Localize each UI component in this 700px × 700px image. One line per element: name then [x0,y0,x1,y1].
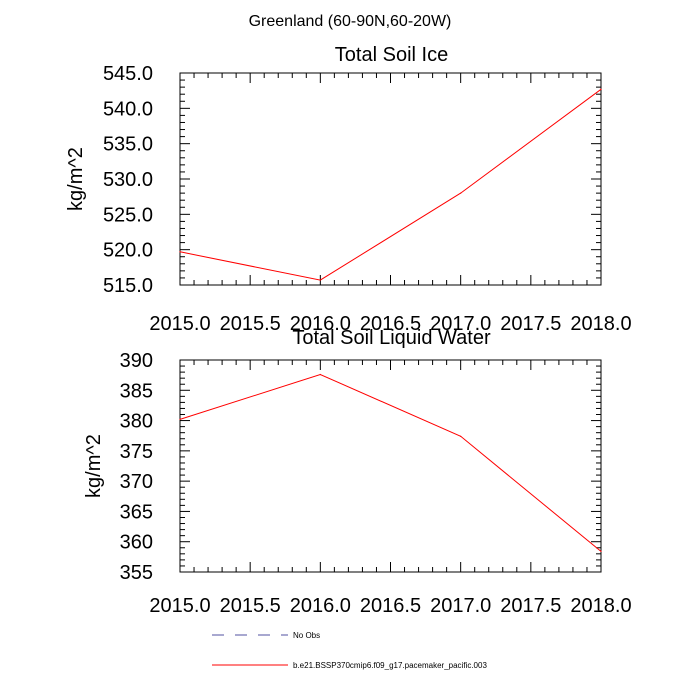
x-tick-label: 2017.5 [500,313,561,335]
y-tick-label: 365 [120,501,153,523]
data-point [460,192,462,194]
legend-entry: b.e21.BSSP370cmip6.f09_g17.pacemaker_pac… [212,661,487,670]
x-tick-label: 2017.0 [430,313,491,335]
y-tick-label: 540.0 [103,98,153,120]
x-tick-label: 2016.0 [290,313,351,335]
x-tick-label: 2015.5 [220,313,281,335]
x-tick-label: 2015.0 [149,595,210,617]
x-tick-label: 2018.0 [570,313,631,335]
plot-panel-2: Total Soil Liquid Water kg/m^2 2015.0 2015.… [83,327,632,617]
y-tick-label: 520.0 [103,240,153,262]
data-point [460,435,462,437]
y-tick-label: 530.0 [103,169,153,191]
data-point [600,88,602,90]
x-tick-label: 2015.0 [149,313,210,335]
data-point [319,279,321,281]
legend: No Obs b.e21.BSSP370cmip6.f09_g17.pacemak… [212,631,487,670]
x-tick-label: 2018.0 [570,595,631,617]
y-tick-label: 515.0 [103,275,153,297]
y-tick-label: 355 [120,562,153,584]
y-tick-label: 360 [120,532,153,554]
data-point [179,251,181,253]
chart-panels: Total Soil Ice kg/m^2 2015.0 2015.5 2016.0 20… [65,44,632,617]
plot-panel-1: Total Soil Ice kg/m^2 2015.0 2015.5 2016.0 20… [65,44,632,335]
y-tick-label: 370 [120,471,153,493]
data-point [319,373,321,376]
legend-label: No Obs [293,631,320,640]
x-tick-label: 2017.0 [430,595,491,617]
x-tick-label: 2016.0 [290,595,351,617]
x-tick-label: 2016.5 [360,313,421,335]
plot-frame [179,72,602,286]
legend-label: b.e21.BSSP370cmip6.f09_g17.pacemaker_pac… [293,661,487,670]
data-point [600,550,602,553]
panel-title: Total Soil Liquid Water [292,327,491,349]
y-tick-label: 375 [120,441,153,463]
data-point [179,418,181,420]
y-tick-label: 525.0 [103,204,153,226]
y-tick-label: 390 [120,350,153,372]
y-tick-label: 545.0 [103,63,153,85]
y-axis-label: kg/m^2 [65,147,87,211]
series-line [179,373,602,552]
x-tick-label: 2017.5 [500,595,561,617]
panel-title: Total Soil Ice [335,44,448,66]
figure-title: Greenland (60-90N,60-20W) [249,13,452,30]
plot-frame [179,359,602,573]
y-tick-label: 385 [120,380,153,402]
y-tick-label: 380 [120,411,153,433]
y-axis-label: kg/m^2 [83,434,105,498]
x-tick-label: 2015.5 [220,595,281,617]
legend-entry: No Obs [212,631,320,640]
y-tick-label: 535.0 [103,134,153,156]
x-tick-label: 2016.5 [360,595,421,617]
series-line [179,88,602,281]
